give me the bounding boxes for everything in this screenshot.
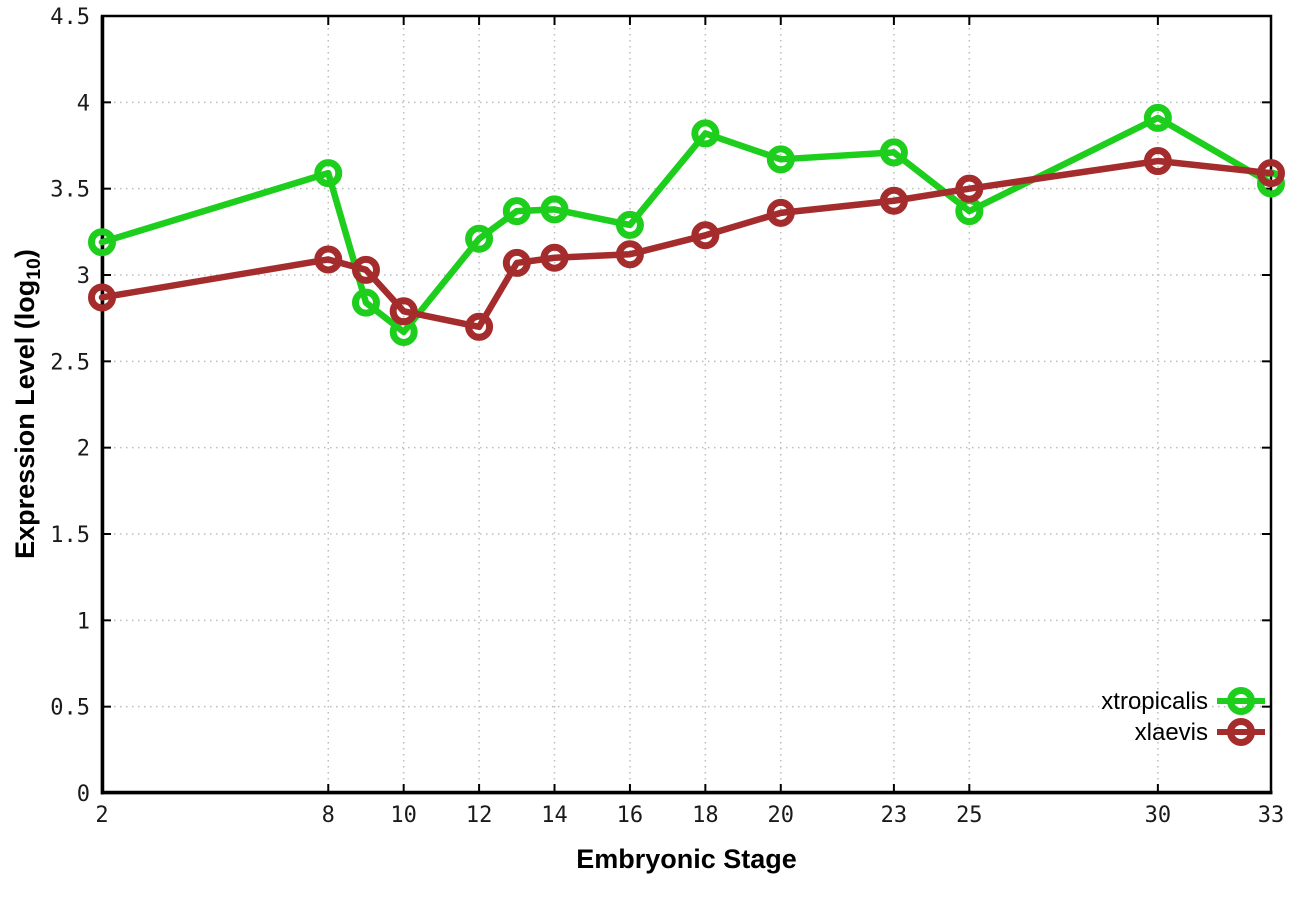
x-tick-label: 23 <box>881 803 908 828</box>
data-point-xtropicalis-stage-20 <box>766 145 795 174</box>
data-point-xtropicalis-stage-30 <box>1143 103 1172 132</box>
data-point-xlaevis-stage-20 <box>766 198 795 227</box>
data-point-xtropicalis-stage-8 <box>314 159 343 188</box>
y-tick-label: 0.5 <box>50 696 90 721</box>
data-point-xlaevis-stage-33 <box>1257 159 1285 188</box>
y-tick-label: 4 <box>77 91 90 116</box>
y-tick-label: 2 <box>77 437 90 462</box>
data-point-xlaevis-stage-23 <box>879 186 908 215</box>
data-point-xtropicalis-stage-16 <box>615 210 644 239</box>
x-tick-label: 25 <box>956 803 983 828</box>
legend-label-xlaevis: xlaevis <box>1135 719 1208 746</box>
x-tick-label: 12 <box>466 803 493 828</box>
data-point-xlaevis-stage-12 <box>465 312 494 341</box>
data-point-xlaevis-stage-2 <box>88 283 116 312</box>
x-tick-label: 16 <box>617 803 644 828</box>
plot-border <box>100 14 1273 795</box>
data-point-xtropicalis-stage-23 <box>879 138 908 167</box>
legend-label-xtropicalis: xtropicalis <box>1101 688 1208 715</box>
x-tick-label: 33 <box>1258 803 1285 828</box>
y-tick-label: 0 <box>77 782 90 807</box>
y-axis-title-end: ) <box>9 249 40 259</box>
data-point-xlaevis-stage-25 <box>955 174 984 203</box>
x-tick-label: 30 <box>1145 803 1172 828</box>
data-point-xtropicalis-stage-9 <box>351 288 380 317</box>
data-point-xlaevis-stage-9 <box>351 255 380 284</box>
x-tick-label: 18 <box>692 803 719 828</box>
legend-marker-xtropicalis <box>1227 687 1255 715</box>
y-tick-label: 1 <box>77 609 90 634</box>
x-tick-label: 20 <box>768 803 795 828</box>
y-tick-label: 3 <box>77 264 90 289</box>
legend-marker-xlaevis <box>1227 718 1255 746</box>
data-point-xlaevis-stage-18 <box>691 221 720 250</box>
y-tick-label: 4.5 <box>50 5 90 30</box>
y-tick-label: 1.5 <box>50 523 90 548</box>
data-point-xlaevis-stage-10 <box>389 297 418 326</box>
y-axis-title: Expression Level (log10) <box>10 249 46 559</box>
data-point-xtropicalis-stage-2 <box>88 228 116 257</box>
data-point-xlaevis-stage-30 <box>1143 147 1172 176</box>
x-tick-label: 14 <box>541 803 568 828</box>
x-axis-title: Embryonic Stage <box>576 844 797 874</box>
y-axis-title-subscript: 10 <box>23 258 46 280</box>
x-tick-label: 8 <box>322 803 335 828</box>
x-tick-label: 2 <box>95 803 108 828</box>
data-point-xtropicalis-stage-14 <box>540 195 569 224</box>
data-point-xlaevis-stage-8 <box>314 245 343 274</box>
data-point-xlaevis-stage-13 <box>502 248 531 277</box>
data-point-xlaevis-stage-14 <box>540 243 569 272</box>
data-point-xtropicalis-stage-13 <box>502 197 531 226</box>
y-tick-label: 3.5 <box>50 178 90 203</box>
y-tick-label: 2.5 <box>50 350 90 375</box>
x-tick-label: 10 <box>390 803 417 828</box>
data-point-xtropicalis-stage-18 <box>691 119 720 148</box>
data-point-xtropicalis-stage-12 <box>465 224 494 253</box>
y-axis-title-main: Expression Level (log <box>9 279 40 559</box>
data-point-xlaevis-stage-16 <box>615 240 644 269</box>
series-line-xtropicalis <box>98 114 1275 336</box>
